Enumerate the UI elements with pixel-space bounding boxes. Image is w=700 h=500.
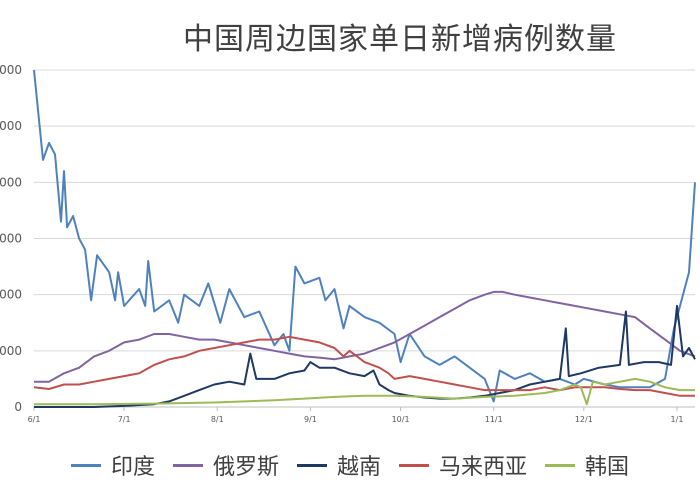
y-tick-label: 000 (0, 232, 22, 246)
legend-swatch (545, 463, 576, 467)
series-line (33, 335, 695, 397)
legend-label: 俄罗斯 (212, 455, 279, 480)
legend-label: 马来西亚 (439, 455, 528, 480)
legend-item: 马来西亚 (399, 449, 527, 481)
series-line (34, 290, 696, 383)
y-tick-label: 000 (0, 63, 22, 77)
gridlines (34, 69, 695, 408)
x-tick-label: 12/1 (575, 415, 593, 424)
series-line (33, 69, 696, 403)
legend-label: 越南 (336, 455, 381, 480)
series-lines (33, 69, 696, 408)
legend-swatch (399, 463, 429, 467)
y-tick-label: 0 (14, 400, 22, 414)
legend-swatch (70, 463, 101, 467)
y-tick-label: 000 (0, 288, 22, 302)
x-tick-label: 1/1 (671, 415, 684, 424)
series-line (34, 304, 696, 408)
x-tick-label: 7/1 (118, 415, 131, 424)
x-tick-label: 6/1 (28, 415, 41, 424)
x-tick-label: 8/1 (211, 415, 224, 424)
legend-label: 印度 (110, 455, 155, 480)
legend-item: 越南 (296, 449, 381, 481)
legend-item: 韩国 (545, 449, 629, 481)
x-tick-label: 9/1 (304, 415, 317, 424)
legend: 印度 俄罗斯 越南 马来西亚 韩国 (0, 449, 700, 481)
x-tick-label: 10/1 (392, 415, 410, 424)
legend-item: 印度 (70, 449, 155, 481)
legend-item: 俄罗斯 (172, 449, 279, 481)
legend-swatch (296, 463, 327, 467)
legend-swatch (172, 463, 203, 467)
y-tick-label: 000 (0, 344, 22, 358)
x-axis-ticks: 6/1 7/1 8/1 9/1 10/1 11/1 12/1 1/1 (28, 407, 684, 424)
x-tick-label: 11/1 (485, 415, 503, 424)
y-tick-label: 000 (0, 175, 22, 189)
chart-title: 中国周边国家单日新增病例数量 (183, 22, 617, 57)
series-line (34, 377, 695, 406)
legend-label: 韩国 (585, 455, 630, 480)
y-tick-label: 000 (0, 119, 22, 133)
